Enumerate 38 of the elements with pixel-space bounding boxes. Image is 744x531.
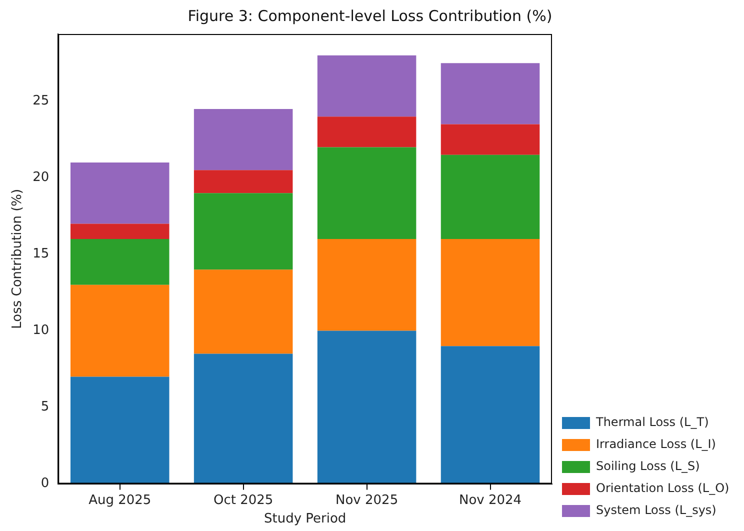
legend-label: Orientation Loss (L_O) [596, 481, 730, 496]
bar [440, 63, 540, 124]
bar [317, 55, 416, 117]
bar [317, 147, 416, 240]
legend-label: Thermal Loss (L_T) [595, 415, 709, 430]
bar [317, 239, 416, 331]
legend-label: Soiling Loss (L_S) [596, 459, 700, 474]
x-tick-label: Nov 2025 [336, 492, 398, 508]
x-tick-label: Aug 2025 [88, 492, 152, 508]
chart-title: Figure 3: Component-level Loss Contribution (%) [188, 6, 552, 25]
bar [70, 162, 170, 224]
y-tick-label: 20 [32, 170, 50, 186]
bar [70, 284, 170, 377]
bar [194, 354, 293, 484]
bar [440, 124, 540, 155]
bar [317, 116, 416, 148]
bar [440, 346, 540, 484]
bar [194, 170, 293, 194]
x-axis-title: Study Period [264, 512, 346, 527]
bar [194, 108, 293, 170]
y-tick-label: 10 [32, 323, 50, 338]
bar [70, 239, 170, 285]
y-tick-label: 0 [40, 476, 50, 492]
bar [317, 330, 416, 484]
bar [70, 224, 170, 240]
legend-label: Irradiance Loss (L_I) [596, 437, 716, 452]
y-axis-title: Loss Contribution (%) [10, 188, 26, 329]
y-tick-label: 25 [32, 94, 50, 109]
x-tick-label: Nov 2024 [458, 492, 522, 508]
legend-label: System Loss (L_sys) [596, 503, 716, 518]
y-tick-label: 5 [40, 400, 50, 415]
bar [194, 270, 293, 354]
x-tick-label: Oct 2025 [213, 492, 274, 508]
bar [440, 239, 540, 346]
bar [440, 154, 540, 240]
bar [70, 376, 170, 484]
bar [194, 193, 293, 270]
y-tick-label: 15 [32, 246, 50, 262]
